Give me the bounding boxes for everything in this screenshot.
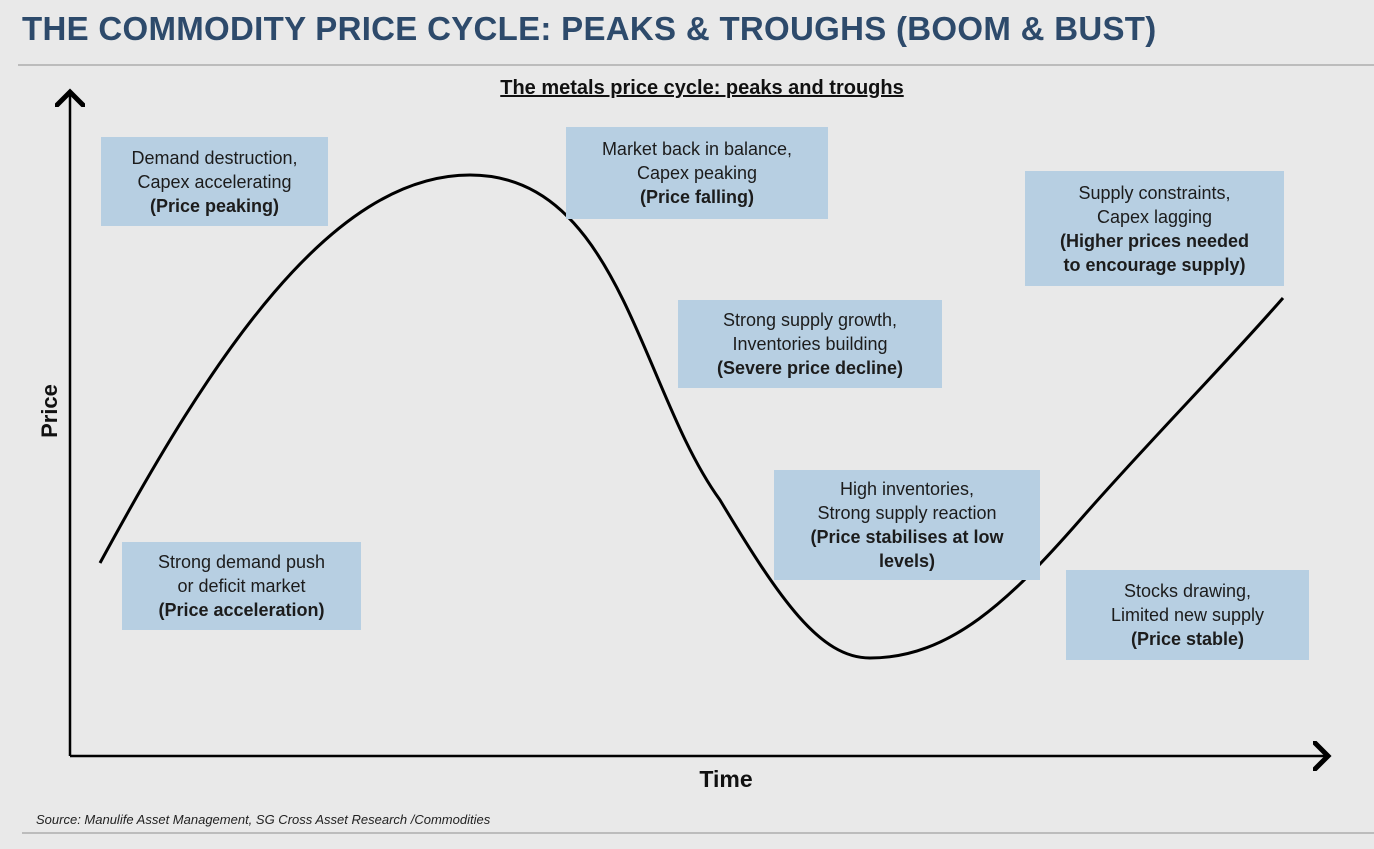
price-cycle-curve — [98, 173, 1285, 660]
stage-box-severe-price-decline: Strong supply growth, Inventories buildi… — [678, 300, 942, 388]
stage-box-price-stabilises: High inventories, Strong supply reaction… — [774, 470, 1040, 580]
y-axis-label: Price — [37, 384, 62, 438]
stage-phase: (Price stable) — [1130, 629, 1245, 649]
stage-phase: (Severe price decline) — [716, 358, 904, 378]
title-divider — [18, 64, 1374, 66]
stage-phase: levels) — [878, 551, 936, 571]
stage-text: Capex peaking — [636, 163, 758, 183]
stage-text: Demand destruction, — [131, 147, 298, 168]
stage-text: Limited new supply — [1110, 605, 1265, 625]
stage-text: Inventories building — [732, 334, 888, 354]
stage-text: Strong supply reaction — [817, 503, 997, 523]
source-note: Source: Manulife Asset Management, SG Cr… — [36, 812, 491, 827]
stage-box-higher-prices-needed: Supply constraints, Capex lagging (Highe… — [1025, 171, 1284, 286]
stage-phase: (Price acceleration) — [158, 600, 325, 620]
stage-text: Stocks drawing, — [1123, 581, 1252, 601]
stage-phase: (Higher prices needed — [1059, 230, 1250, 251]
stage-text: Capex lagging — [1096, 206, 1213, 227]
stage-phase: to encourage supply) — [1063, 254, 1246, 275]
stage-box-price-peaking: Demand destruction, Capex accelerating (… — [101, 137, 328, 226]
bottom-divider — [22, 832, 1374, 834]
stage-text: Strong demand push — [157, 552, 326, 572]
slide-title: THE COMMODITY PRICE CYCLE: PEAKS & TROUG… — [22, 10, 1157, 47]
stage-phase: (Price stabilises at low — [810, 527, 1004, 547]
stage-text: or deficit market — [177, 576, 306, 596]
chart-subtitle: The metals price cycle: peaks and trough… — [500, 77, 904, 99]
x-axis-label: Time — [699, 766, 753, 792]
stage-text: Strong supply growth, — [722, 310, 898, 330]
stage-text: High inventories, — [839, 479, 975, 499]
stage-text: Capex accelerating — [137, 171, 292, 192]
stage-box-price-falling: Market back in balance, Capex peaking (P… — [566, 127, 828, 219]
stage-text: Market back in balance, — [601, 139, 793, 159]
stage-text: Supply constraints, — [1078, 182, 1231, 203]
stage-phase: (Price falling) — [639, 187, 755, 207]
stage-box-price-stable: Stocks drawing, Limited new supply (Pric… — [1066, 570, 1309, 660]
stage-phase: (Price peaking) — [149, 195, 280, 216]
stage-box-price-acceleration: Strong demand push or deficit market (Pr… — [122, 542, 361, 630]
